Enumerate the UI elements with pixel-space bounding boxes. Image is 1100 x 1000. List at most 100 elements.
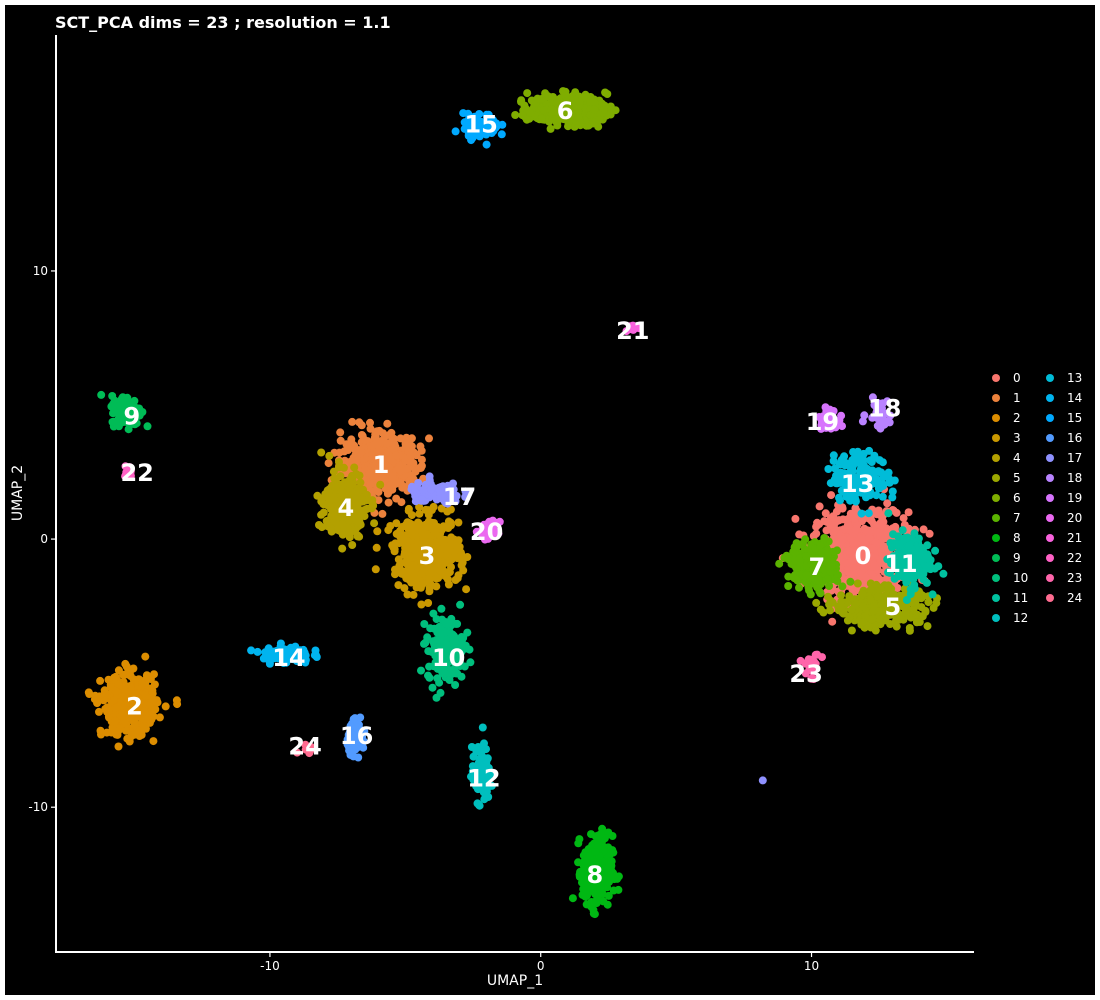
legend-swatch: [992, 434, 1000, 442]
data-point: [348, 417, 357, 426]
data-point: [829, 456, 838, 465]
data-point: [883, 584, 892, 593]
chart-title: SCT_PCA dims = 23 ; resolution = 1.1: [55, 13, 391, 32]
data-point: [404, 506, 413, 515]
legend-item-2: 2: [992, 411, 1021, 425]
data-point: [411, 484, 419, 493]
data-point: [373, 427, 382, 436]
data-point: [614, 885, 623, 894]
data-point: [404, 464, 413, 473]
data-point: [931, 546, 940, 555]
data-point: [939, 569, 948, 578]
x-tick-label: -10: [260, 959, 280, 973]
data-point: [403, 590, 412, 599]
data-point: [324, 459, 333, 468]
data-point: [815, 502, 824, 511]
data-point: [520, 101, 529, 110]
data-point: [388, 472, 397, 481]
legend-label: 2: [1013, 411, 1021, 425]
data-point: [420, 559, 429, 568]
data-point: [359, 485, 368, 494]
data-point: [905, 624, 914, 632]
data-point: [380, 475, 389, 484]
cluster-label-1: 1: [373, 451, 390, 479]
data-point: [913, 590, 922, 599]
data-point: [872, 538, 881, 547]
data-point: [310, 651, 319, 660]
legend-label: 3: [1013, 431, 1021, 445]
data-point: [860, 564, 869, 572]
data-point: [421, 505, 430, 514]
data-point: [816, 589, 825, 598]
legend-item-4: 4: [992, 451, 1021, 465]
data-point: [874, 467, 883, 476]
data-point: [253, 647, 262, 656]
data-point: [317, 448, 326, 457]
data-point: [862, 573, 871, 582]
cluster-label-18: 18: [868, 395, 901, 423]
data-point: [425, 577, 434, 585]
data-point: [454, 518, 463, 527]
data-point: [113, 702, 122, 711]
legend-label: 1: [1013, 391, 1021, 405]
data-point: [406, 544, 415, 553]
data-point: [511, 111, 520, 119]
cluster-2-points: [84, 652, 182, 751]
legend-label: 8: [1013, 531, 1021, 545]
data-point: [373, 527, 382, 536]
data-point: [420, 639, 428, 648]
data-point: [861, 548, 870, 557]
cluster-label-10: 10: [432, 644, 465, 672]
data-point: [360, 435, 369, 444]
data-point: [85, 690, 94, 698]
legend-swatch: [992, 514, 1000, 522]
data-point: [824, 548, 833, 557]
data-point: [396, 434, 405, 443]
data-point: [418, 495, 427, 504]
data-point: [97, 390, 106, 399]
data-point: [317, 523, 326, 532]
data-point: [795, 554, 804, 563]
data-point: [458, 558, 467, 567]
data-point: [345, 444, 354, 453]
data-point: [397, 498, 406, 507]
cluster-5-points: [812, 564, 941, 635]
data-point: [826, 606, 834, 615]
data-point: [823, 518, 832, 526]
outlier-point: [758, 776, 767, 785]
data-point: [809, 565, 818, 574]
data-point: [123, 734, 132, 743]
data-point: [825, 600, 834, 609]
legend-item-1: 1: [992, 391, 1021, 405]
data-point: [884, 509, 893, 518]
data-point: [331, 483, 340, 492]
data-point: [329, 467, 338, 476]
data-point: [333, 512, 342, 521]
data-point: [96, 726, 105, 735]
x-tick-label: 10: [804, 959, 819, 973]
data-point: [844, 567, 853, 576]
data-point: [427, 485, 435, 494]
data-point: [596, 885, 605, 894]
data-point: [575, 835, 584, 844]
data-point: [589, 909, 598, 918]
data-point: [541, 89, 550, 98]
data-point: [844, 546, 853, 555]
data-point: [868, 544, 877, 553]
data-point: [568, 894, 577, 903]
data-point: [561, 87, 570, 96]
data-point: [838, 503, 847, 512]
x-axis-title: UMAP_1: [487, 973, 543, 989]
data-point: [896, 611, 905, 620]
data-point: [415, 509, 424, 518]
data-point: [95, 707, 103, 716]
data-point: [149, 737, 158, 746]
data-point: [456, 600, 465, 609]
cluster-label-7: 7: [809, 553, 826, 581]
data-point: [392, 479, 401, 488]
data-point: [161, 702, 170, 711]
data-point: [384, 498, 393, 507]
cluster-label-9: 9: [123, 403, 140, 431]
data-point: [385, 487, 394, 496]
